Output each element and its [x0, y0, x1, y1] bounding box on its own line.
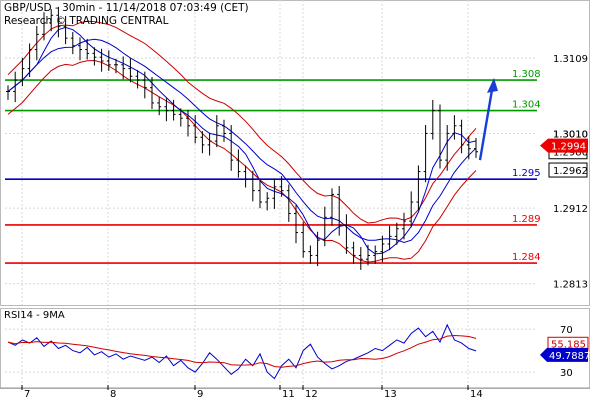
price-axis: 1.31091.30101.29121.28131.30101.29861.29… [540, 54, 588, 291]
rsi-line [7, 323, 477, 380]
forecast-arrow-shaft [478, 89, 494, 161]
level-label: 1.295 [512, 168, 541, 179]
price-tick-label: 1.3010 [553, 129, 588, 140]
time-tick-label: 13 [384, 389, 397, 400]
ma-fast-line [7, 26, 477, 255]
price-panel-frame [0, 0, 590, 306]
price-tag-label: 1.2962 [553, 166, 588, 177]
time-axis: 7 8 9 11 12 13 14 [0, 385, 590, 400]
price-tag-box [548, 162, 588, 178]
bollinger-lower [7, 59, 477, 263]
price-tick-label: 1.3109 [553, 54, 588, 65]
rsi-title: RSI14 - 9MA [4, 310, 65, 321]
current-price-label: 1.2994 [551, 142, 586, 153]
time-tick-label: 9 [197, 389, 203, 400]
price-tick-label: 1.2813 [553, 280, 588, 291]
rsi-tick-label: 70 [560, 325, 573, 336]
bollinger-bands [7, 20, 477, 263]
time-tick-label: 14 [470, 389, 483, 400]
level-label: 1.289 [512, 214, 541, 225]
level-lines: 1.308 1.304 1.295 1.289 1.284 [5, 69, 541, 264]
price-tick-label: 1.2912 [553, 204, 588, 215]
price-tag-label: 1.3010 [553, 129, 588, 140]
level-label: 1.284 [512, 252, 541, 263]
bollinger-upper [7, 20, 477, 224]
grid [0, 0, 590, 389]
time-tick-label: 8 [110, 389, 116, 400]
research-credit: Research © TRADING CENTRAL [4, 15, 169, 27]
moving-averages [7, 26, 477, 255]
price-tag-label: 1.2986 [553, 148, 588, 159]
rsi-signal-line [7, 334, 477, 368]
level-label: 1.308 [512, 69, 541, 80]
candles [6, 6, 478, 270]
rsi-value-tag-label: 49.7887 [549, 351, 590, 362]
level-label: 1.304 [512, 100, 541, 111]
rsi-signal-tag-label: 55.185 [551, 339, 586, 350]
current-price-tag [540, 138, 588, 153]
time-tick-label: 11 [282, 389, 295, 400]
rsi-tick-label: 30 [560, 368, 573, 379]
rsi-value-tag-box [540, 347, 588, 362]
time-tick-label: 7 [24, 389, 30, 400]
time-tick-label: 12 [305, 389, 318, 400]
forecast-arrow [478, 77, 498, 161]
ma-slow-line [7, 38, 477, 244]
chart-title: GBP/USD - 30min - 11/14/2018 07:03:49 (C… [4, 2, 249, 14]
forecast-arrow-head [487, 77, 498, 93]
